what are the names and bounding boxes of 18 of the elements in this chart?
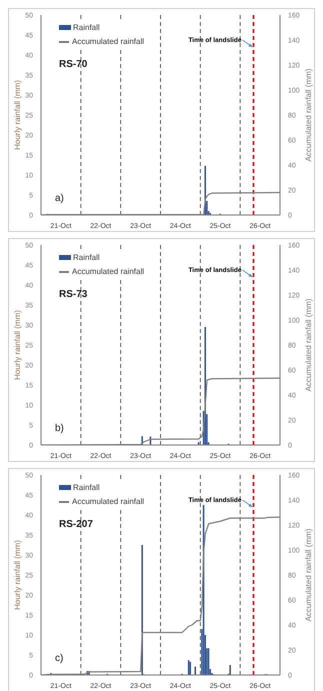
y2-axis-title: Accumulated rainfall (mm) <box>304 528 313 622</box>
legend-label: Rainfall <box>72 482 101 494</box>
annotation: RS-70 <box>59 59 88 70</box>
y-axis-title: Hourly rainfall (mm) <box>12 310 22 380</box>
annotation: RS-73 <box>59 289 88 300</box>
y-axis-title: Hourly rainfall (mm) <box>12 80 22 150</box>
legend-label: Accumulated rainfall <box>71 496 144 508</box>
annotation: b) <box>55 423 64 434</box>
y2-axis-title: Accumulated rainfall (mm) <box>304 298 313 392</box>
y2-axis-title: Accumulated rainfall (mm) <box>304 68 313 162</box>
annotation: RS-207 <box>59 519 93 530</box>
legend-label: Accumulated rainfall <box>71 266 144 278</box>
annotation: a) <box>55 193 64 204</box>
legend-label: Rainfall <box>72 252 101 264</box>
legend-label: Accumulated rainfall <box>71 36 144 48</box>
legend-label: Rainfall <box>72 22 101 34</box>
annotation: c) <box>55 653 64 664</box>
y-axis-title: Hourly rainfall (mm) <box>12 540 22 610</box>
